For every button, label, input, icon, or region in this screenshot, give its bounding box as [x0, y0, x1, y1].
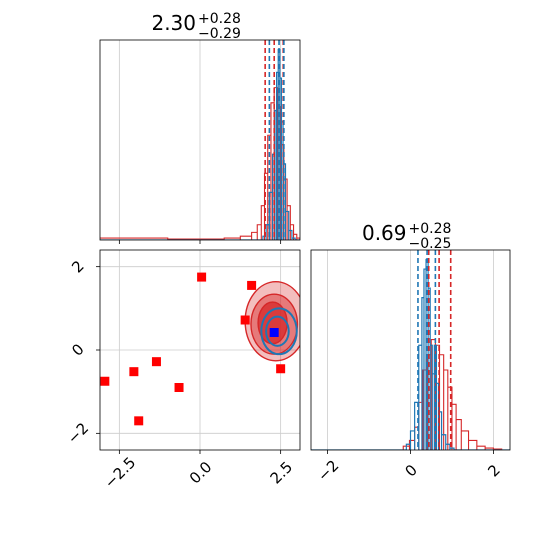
hist2-xtick-label-0: −2	[314, 457, 342, 485]
blue-contour-0	[260, 307, 298, 356]
red-square-marker-8	[134, 416, 144, 426]
hist1-title-plus: +0.28	[198, 11, 241, 27]
hist2-xtick-label-2: 2	[484, 461, 503, 480]
hist2-blue-histogram	[311, 258, 510, 450]
scatter-ytick-label-0: −2	[64, 419, 92, 447]
scatter-ytick-label-1: 0	[68, 340, 87, 359]
red-square-marker-5	[129, 367, 139, 377]
hist2-title-minus: −0.25	[409, 236, 452, 252]
scatter-xtick-label-0: −2.5	[101, 453, 139, 491]
hist2-title-plus: +0.28	[409, 221, 452, 237]
red-square-marker-3	[276, 364, 286, 374]
hist1-title-minus: −0.29	[198, 26, 241, 42]
hist1-red-histogram	[100, 87, 300, 240]
hist2-title-value: 0.69	[362, 221, 407, 245]
red-square-marker-1	[247, 280, 257, 290]
scatter-xtick-label-1: 0.0	[186, 458, 216, 488]
blue-contour-1	[265, 315, 290, 347]
red-square-marker-4	[151, 357, 161, 367]
red-square-marker-7	[100, 376, 110, 386]
red-square-marker-2	[240, 315, 250, 325]
histogram-panel-param1: 2.30 +0.28−0.29	[99, 11, 301, 244]
scatter-xtick-label-2: 2.5	[267, 458, 297, 488]
scatter-panel-2d: −2.5 0.0 2.5 −2 0 2	[64, 249, 301, 492]
red-square-marker-6	[174, 383, 184, 392]
red-square-marker-0	[197, 272, 207, 282]
blue-square-marker	[269, 328, 279, 337]
hist2-xtick-label-1: 0	[401, 461, 420, 480]
scatter-ytick-label-2: 2	[68, 257, 87, 276]
hist1-title-value: 2.30	[151, 11, 196, 35]
histogram-panel-param2: 0.69 +0.28−0.25 −2 0 2	[310, 221, 511, 485]
